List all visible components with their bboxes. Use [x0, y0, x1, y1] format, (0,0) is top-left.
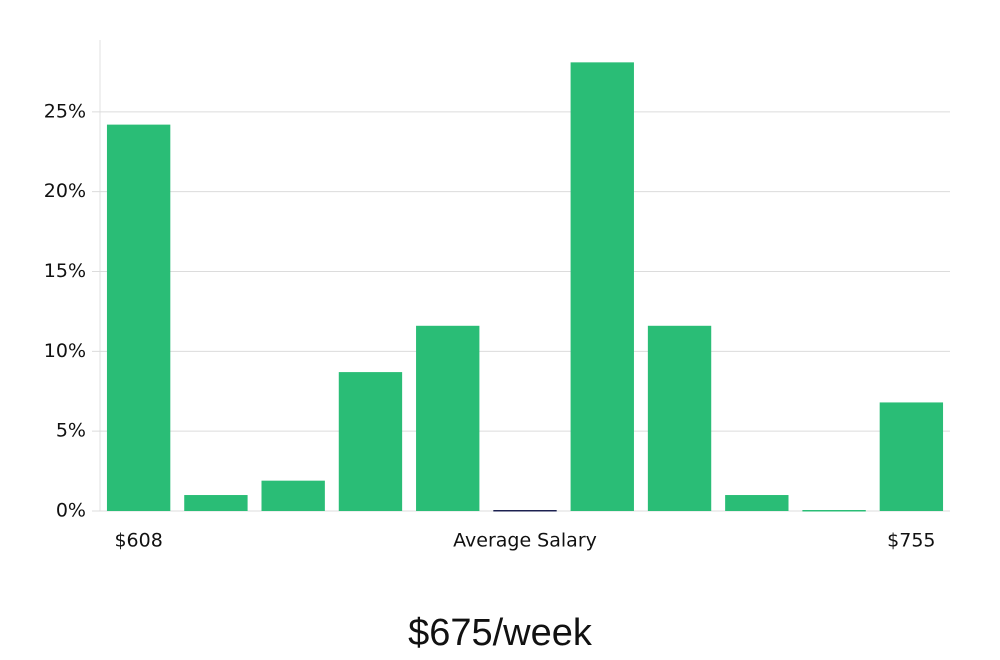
x-tick-label: Average Salary	[453, 530, 597, 552]
y-tick-label: 0%	[56, 500, 86, 522]
bar	[493, 510, 557, 512]
bar	[261, 480, 325, 511]
bar	[184, 495, 248, 511]
y-tick-label: 10%	[44, 340, 86, 362]
y-tick-label: 15%	[44, 260, 86, 282]
bar	[106, 124, 171, 512]
y-tick-label: 5%	[56, 420, 86, 442]
y-tick-label: 20%	[44, 180, 86, 202]
y-tick-label: 25%	[44, 100, 86, 122]
bar	[570, 62, 634, 512]
x-tick-label: $755	[887, 530, 935, 552]
chart-caption: $675/week	[408, 612, 593, 654]
bar	[879, 402, 944, 511]
bar	[802, 510, 866, 512]
bar	[725, 495, 789, 511]
x-tick-label: $608	[114, 530, 162, 552]
bar	[338, 372, 403, 511]
bar	[416, 325, 480, 511]
bar	[647, 325, 712, 511]
